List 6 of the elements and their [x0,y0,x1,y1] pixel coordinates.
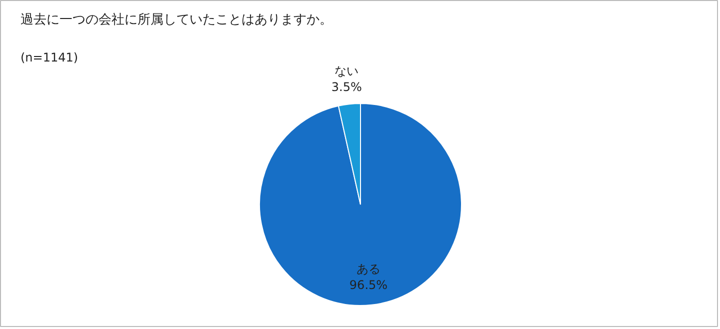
text: (n=1141) [20,50,78,64]
slice-label: ない [334,64,359,78]
chart-title: 過去に一つの会社に所属していたことはありますか。 [20,12,332,28]
slice-label: ある [356,262,380,276]
data-label: 96.5% [349,278,388,292]
data-label: 3.5% [331,80,362,94]
